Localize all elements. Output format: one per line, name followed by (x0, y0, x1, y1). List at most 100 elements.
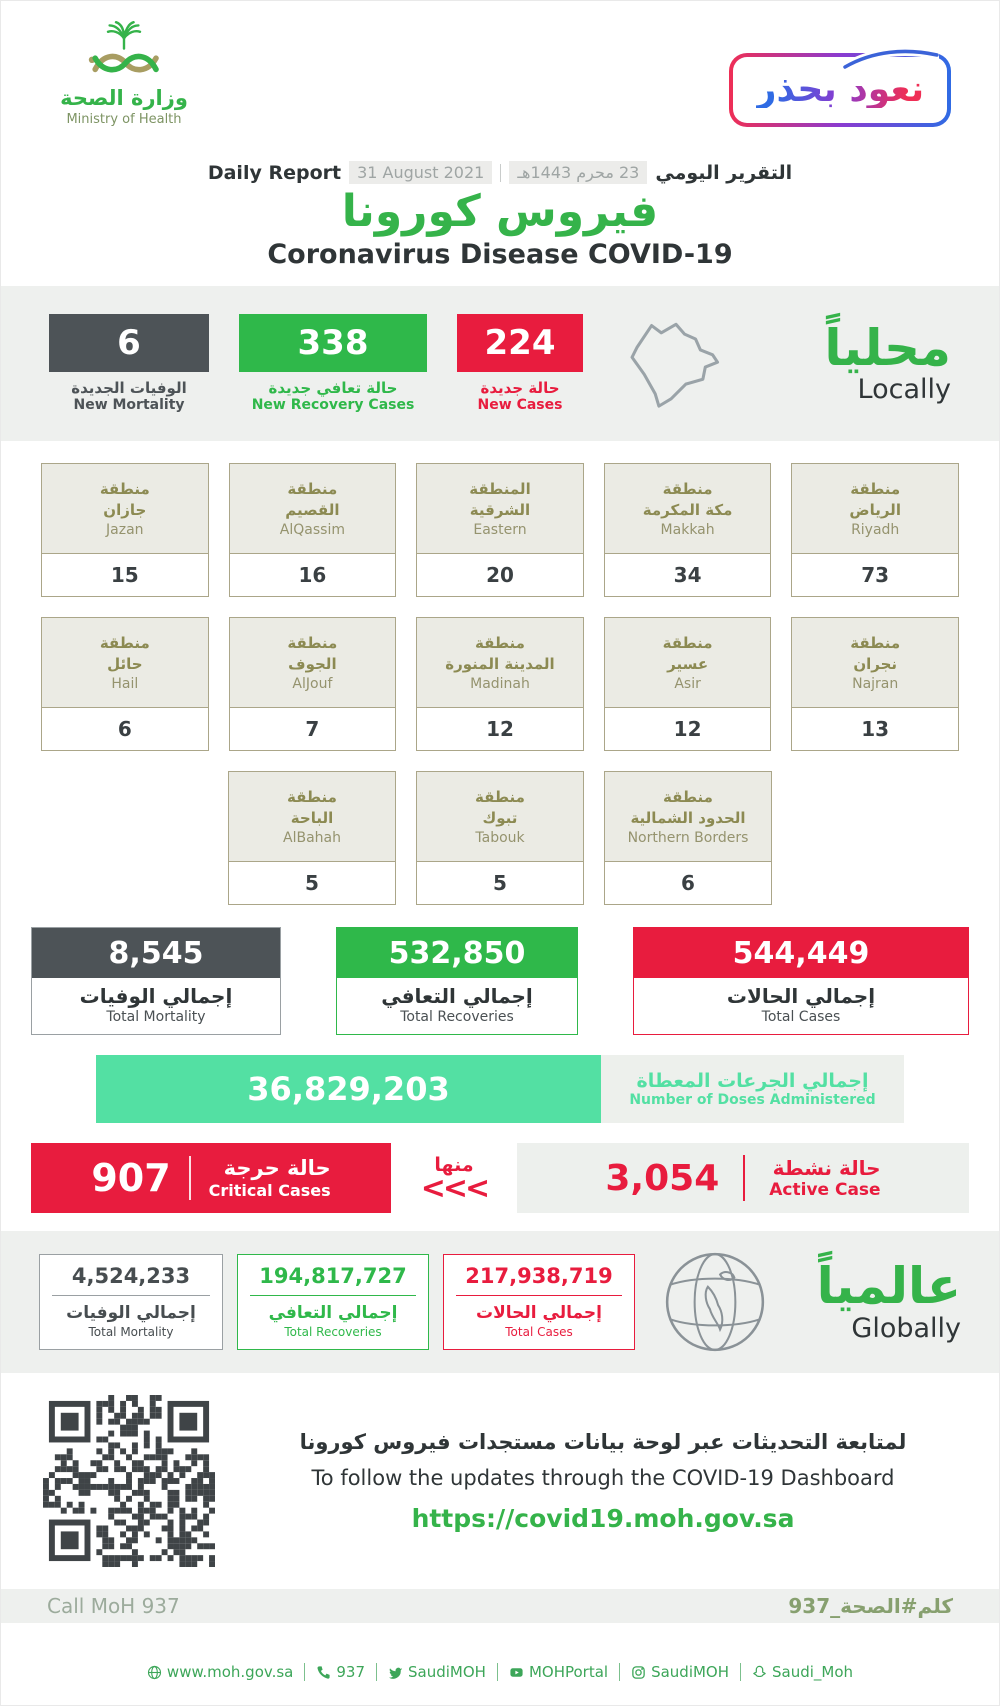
doses-label: إجمالي الجرعات المعطاة Number of Doses A… (601, 1055, 904, 1123)
gregorian-date: 31 August 2021 (349, 161, 493, 184)
divider (743, 1155, 746, 1201)
saudi-arabia-map-icon (630, 322, 720, 408)
return-with-caution-badge: نعود بحذر (729, 46, 951, 127)
new-recovery-label-en: New Recovery Cases (251, 397, 415, 413)
regions-row-1: منطقة جازان Jazan 15 منطقة القصيم AlQassim… (41, 463, 959, 597)
region-value: 7 (305, 717, 320, 741)
region-value: 6 (681, 871, 695, 895)
badge-swoosh-icon (843, 46, 939, 71)
doses-label-en: Number of Doses Administered (629, 1092, 876, 1108)
global-recoveries-label-ar: إجمالي التعافي (268, 1303, 398, 1323)
snapchat-link[interactable]: Saudi_Moh (741, 1663, 864, 1681)
of-which-indicator: منها <<< (420, 1154, 490, 1207)
region-value: 16 (298, 563, 327, 587)
total-recoveries-card: 532,850 إجمالي التعافي Total Recoveries (336, 927, 578, 1035)
instagram-icon (632, 1665, 645, 1679)
new-cases-label-en: New Cases (477, 397, 563, 413)
moh-logo-arabic: وزارة الصحة (60, 86, 188, 110)
doses-label-ar: إجمالي الجرعات المعطاة (636, 1070, 869, 1092)
left-arrows-icon: <<< (420, 1171, 490, 1207)
global-cases-card: 217,938,719 إجمالي الحالات Total Cases (443, 1254, 635, 1350)
totals-section: 8,545 إجمالي الوفيات Total Mortality 532… (1, 911, 999, 1045)
globally-heading-ar: عالمياً (816, 1257, 961, 1316)
daily-report-label: Daily Report (207, 161, 342, 184)
twitter-link[interactable]: SaudiMOH (377, 1663, 498, 1681)
new-recovery-value: 338 (239, 314, 427, 372)
total-recoveries-label-ar: إجمالي التعافي (381, 984, 533, 1008)
divider (250, 1295, 416, 1296)
new-cases-value: 224 (457, 314, 583, 372)
total-mortality-label-en: Total Mortality (106, 1009, 206, 1025)
global-recoveries-value: 194,817,727 (259, 1264, 407, 1288)
global-recoveries-card: 194,817,727 إجمالي التعافي Total Recover… (237, 1254, 429, 1350)
region-card-makkah: منطقة مكة المكرمة Makkah 34 (603, 463, 772, 597)
locally-heading-ar: محلياً (824, 318, 951, 377)
regions-section: منطقة جازان Jazan 15 منطقة القصيم AlQassim… (1, 441, 999, 911)
globe-icon (147, 1665, 161, 1679)
critical-cases-value: 907 (91, 1156, 171, 1200)
moh-logo-english: Ministry of Health (66, 112, 182, 128)
total-mortality-value: 8,545 (32, 928, 280, 978)
globally-heading-en: Globally (851, 1312, 961, 1344)
global-mortality-label-ar: إجمالي الوفيات (66, 1303, 196, 1323)
moh-logo: وزارة الصحة Ministry of Health (39, 15, 209, 127)
region-card-jazan: منطقة جازان Jazan 15 (41, 463, 209, 597)
phone-link[interactable]: 937 (305, 1663, 378, 1681)
new-mortality-label-ar: الوفيات الجديدة (71, 379, 187, 397)
region-card-alqassim: منطقة القصيم AlQassim 16 (228, 463, 397, 597)
snapchat-icon (753, 1665, 767, 1677)
critical-cases-card: 907 حالة حرجة Critical Cases (31, 1143, 391, 1213)
region-value: 6 (117, 717, 132, 741)
locally-heading-en: Locally (857, 374, 951, 406)
region-card-tabouk: منطقة تبوك Tabouk 5 (416, 771, 584, 905)
region-card-hail: منطقة حائل Hail 6 (41, 617, 209, 751)
global-cases-label-en: Total Cases (505, 1325, 573, 1339)
region-card-madinah: منطقة المدينة المنورة Madinah 12 (416, 617, 584, 751)
new-cases-stat: 224 حالة جديدة New Cases (457, 314, 583, 413)
dashboard-note-en: To follow the updates through the COVID-… (311, 1465, 895, 1490)
divider (52, 1295, 210, 1296)
global-mortality-label-en: Total Mortality (88, 1325, 174, 1339)
moh-palm-logo-icon (88, 21, 159, 73)
new-cases-label-ar: حالة جديدة (480, 379, 560, 397)
active-cases-label-en: Active Case (769, 1180, 881, 1200)
region-value: 12 (673, 717, 702, 741)
active-cases-label-ar: حالة نشطة (772, 1156, 881, 1180)
website-link[interactable]: www.moh.gov.sa (136, 1663, 306, 1681)
total-cases-card: 544,449 إجمالي الحالات Total Cases (633, 927, 969, 1035)
region-value: 5 (493, 871, 507, 895)
region-value: 34 (673, 563, 702, 587)
total-cases-label-en: Total Cases (761, 1009, 841, 1025)
twitter-icon (388, 1667, 403, 1679)
critical-cases-label-ar: حالة حرجة (223, 1156, 331, 1181)
total-mortality-label-ar: إجمالي الوفيات (79, 984, 233, 1008)
region-value: 15 (110, 563, 139, 587)
youtube-icon (510, 1667, 523, 1677)
region-card-eastern: المنطقة الشرقية Eastern 20 (416, 463, 584, 597)
hijri-date: 23 محرم 1443هـ (509, 161, 648, 184)
page-title-arabic: فيروس كورونا (341, 186, 659, 237)
footer-social-links: www.moh.gov.sa 937 SaudiMOH MOHPortal Sa… (1, 1663, 999, 1681)
instagram-link[interactable]: SaudiMOH (620, 1663, 742, 1681)
dashboard-note-ar: لمتابعة التحديثات عبر لوحة بيانات مستجدا… (299, 1429, 907, 1454)
youtube-link[interactable]: MOHPortal (498, 1663, 621, 1681)
divider (456, 1295, 622, 1296)
dashboard-link[interactable]: https://covid19.moh.gov.sa (411, 1503, 795, 1533)
regions-row-2: منطقة حائل Hail 6 منطقة الجوف AlJouf 7 منط… (41, 617, 959, 751)
region-value: 12 (486, 717, 514, 741)
globe-icon (665, 1252, 765, 1352)
badge-label: نعود بحذر (755, 69, 925, 110)
phone-icon (317, 1665, 330, 1679)
globally-heading: عالمياً Globally (817, 1260, 961, 1344)
active-cases-card: 3,054 حالة نشطة Active Case (516, 1143, 969, 1213)
locally-section: 6 الوفيات الجديدة New Mortality 338 حالة… (1, 286, 999, 441)
report-line: Daily Report 31 August 2021 23 محرم 1443… (1, 1, 999, 184)
region-value: 5 (305, 871, 319, 895)
call-moh-label: Call MoH 937 (47, 1594, 180, 1618)
hashtag-label: كلم#الصحة_937 (788, 1594, 953, 1618)
region-card-asir: منطقة عسير Asir 12 (603, 617, 772, 751)
new-recovery-label-ar: حالة تعافي جديدة (268, 379, 398, 397)
total-cases-label-ar: إجمالي الحالات (726, 984, 876, 1008)
region-card-najran: منطقة نجران Najran 13 (791, 617, 959, 751)
critical-active-section: 907 حالة حرجة Critical Cases منها <<< 3,… (1, 1123, 999, 1217)
